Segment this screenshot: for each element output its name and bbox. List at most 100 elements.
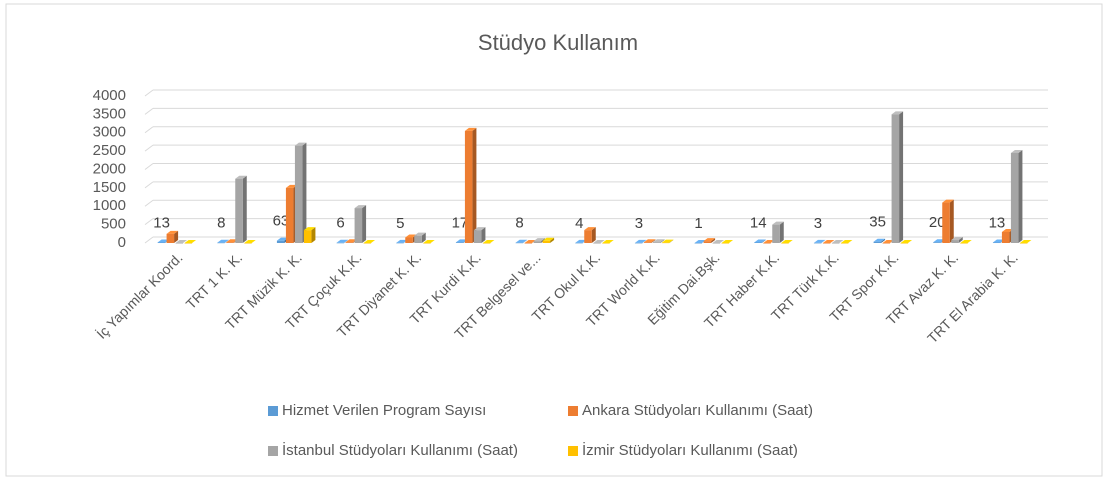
bar [542, 237, 555, 243]
bar-top [891, 111, 904, 115]
bar-front [721, 243, 730, 244]
data-label: 63 [273, 213, 290, 230]
bar [354, 205, 367, 243]
bar-top [354, 205, 367, 209]
bar-front [712, 243, 721, 244]
bar-top [244, 240, 256, 243]
bar-front [1010, 152, 1019, 243]
bar-front [933, 242, 941, 243]
bar-top [482, 240, 495, 243]
bar-side [591, 227, 596, 243]
data-label: 4 [575, 215, 583, 232]
bar-front [891, 114, 900, 243]
bar [1010, 149, 1023, 243]
bar [703, 238, 716, 243]
legend-swatch [568, 446, 578, 456]
bar-top [184, 240, 197, 243]
bar-side [242, 175, 247, 243]
bar [840, 240, 853, 244]
bar-front [336, 242, 345, 244]
bar-top [575, 239, 587, 243]
bar-front [813, 242, 822, 244]
bar-front [634, 242, 643, 244]
bar [822, 240, 835, 244]
bar-top [175, 240, 188, 243]
bar [473, 227, 486, 243]
bar [643, 239, 656, 243]
grid-line-side [144, 144, 154, 152]
bar-side [523, 239, 528, 243]
bar-top [813, 239, 826, 243]
bar-front [423, 243, 431, 244]
bar-front [276, 240, 285, 243]
bar-front [294, 145, 303, 243]
bar-side [174, 230, 179, 243]
bar [244, 240, 256, 244]
bar-top [882, 240, 895, 243]
data-label: 17 [452, 214, 469, 231]
bar [584, 227, 596, 243]
data-label: 13 [989, 214, 1006, 231]
bar-top [515, 239, 528, 243]
bar-side [949, 199, 954, 243]
bar-top [363, 240, 376, 243]
grid-line-side [144, 163, 154, 170]
bar-front [602, 243, 610, 244]
bar-front [763, 243, 771, 244]
bar-top [542, 237, 555, 241]
y-tick-label: 3000 [93, 124, 126, 141]
data-label: 20 [929, 214, 946, 231]
bar [294, 142, 307, 243]
bar [363, 240, 376, 244]
y-tick-label: 3500 [93, 105, 126, 122]
bar [873, 238, 886, 243]
bar-top [942, 199, 954, 203]
bar-top [584, 227, 596, 231]
bar [524, 240, 537, 244]
bar-front [542, 240, 551, 243]
bar [754, 239, 766, 243]
data-label: 1 [694, 215, 702, 232]
bar-front [524, 243, 533, 244]
bar-top [157, 239, 170, 243]
bar-top [1010, 149, 1023, 153]
bar-side [899, 111, 904, 243]
bar-side [1018, 149, 1023, 243]
bar-side [481, 227, 486, 243]
bar [721, 240, 734, 244]
y-tick-label: 1500 [93, 179, 126, 196]
bar [184, 240, 197, 244]
data-label: 8 [217, 215, 225, 232]
grid-line-side [144, 181, 154, 189]
bar [652, 239, 665, 243]
bar-top [1019, 240, 1032, 243]
data-label: 35 [869, 214, 886, 231]
bar-front [473, 230, 482, 243]
bar-top [772, 221, 784, 225]
bar-front [942, 202, 950, 243]
bar-top [396, 239, 408, 243]
bar-top [951, 237, 963, 241]
bar-side [821, 239, 826, 243]
bar-front [593, 243, 601, 244]
bar-front [345, 242, 354, 243]
bar-side [660, 239, 665, 243]
bar-side [344, 239, 349, 243]
bar-side [224, 239, 229, 243]
bar [763, 240, 775, 244]
bar [217, 239, 229, 244]
bar-front [882, 243, 891, 244]
bar [772, 221, 784, 243]
bar [303, 227, 316, 243]
data-label: 8 [515, 215, 523, 232]
bar-front [455, 242, 464, 243]
bar-front [754, 242, 762, 243]
y-tick-label: 2000 [93, 160, 126, 177]
grid-line-side [144, 236, 154, 244]
grid-line [144, 89, 1048, 97]
bar-front [354, 208, 363, 243]
data-label: 5 [396, 215, 404, 232]
bar-top [960, 240, 972, 243]
bar-top [303, 227, 316, 231]
